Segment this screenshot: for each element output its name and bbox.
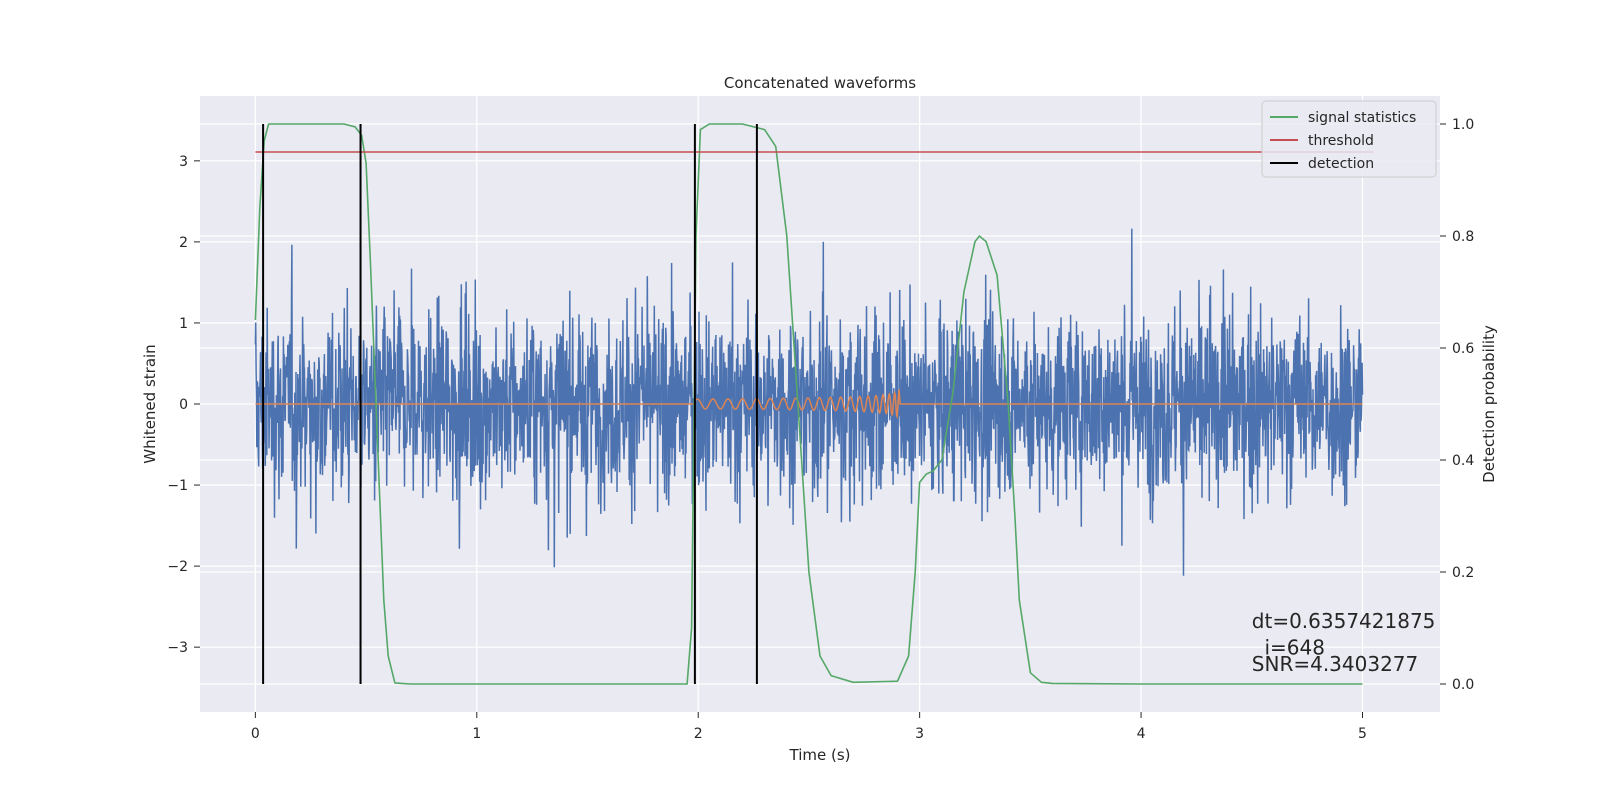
chart-title: Concatenated waveforms: [724, 74, 916, 92]
x-tick-label: 4: [1137, 726, 1146, 742]
chirp-series-line: [255, 388, 1363, 420]
x-tick-label: 1: [472, 726, 481, 742]
x-tick-label: 5: [1358, 726, 1367, 742]
signal-statistics-line: [254, 123, 1363, 685]
x-tick-label: 0: [251, 726, 260, 742]
y-tick-label-left: 3: [179, 154, 188, 170]
x-tick-label: 3: [915, 726, 924, 742]
x-tick-label: 2: [694, 726, 703, 742]
legend-label: threshold: [1308, 133, 1374, 149]
y-tick-label-left: 1: [179, 316, 188, 332]
y-axis-label-right: Detection probability: [1480, 325, 1498, 483]
right-axis-ticks: 0.0 0.2 0.4 0.6 0.8 1.0: [1440, 117, 1474, 693]
y-tick-label-left: −3: [167, 640, 188, 656]
y-tick-label-left: −2: [167, 559, 188, 575]
left-axis-ticks: −3 −2 −1 0 1 2 3: [167, 154, 200, 656]
y-tick-label-right: 0.2: [1452, 565, 1474, 581]
y-tick-label-right: 0.8: [1452, 229, 1474, 245]
y-tick-label-right: 0.4: [1452, 453, 1474, 469]
y-tick-label-left: −1: [167, 478, 188, 494]
legend-label: signal statistics: [1308, 110, 1416, 126]
annotation-text: i=648: [1252, 635, 1325, 659]
annotation-text: dt=0.6357421875: [1252, 609, 1436, 633]
y-axis-label-left: Whitened strain: [141, 344, 159, 463]
series-layer: [254, 123, 1374, 685]
legend: signal statistics threshold detection: [1261, 100, 1437, 178]
y-tick-label-right: 0.6: [1452, 341, 1474, 357]
y-tick-label-left: 0: [179, 397, 188, 413]
x-axis-label: Time (s): [789, 746, 851, 764]
y-tick-label-right: 1.0: [1452, 117, 1474, 133]
legend-label: detection: [1308, 156, 1374, 172]
y-tick-label-right: 0.0: [1452, 677, 1474, 693]
annotation-text: SNR=4.3403277: [1252, 652, 1418, 676]
legend-box: [1261, 100, 1437, 178]
noise-series-line: [254, 228, 1364, 576]
x-axis-ticks: 0 1 2 3 4 5: [251, 712, 1367, 742]
y-tick-label-left: 2: [179, 235, 188, 251]
